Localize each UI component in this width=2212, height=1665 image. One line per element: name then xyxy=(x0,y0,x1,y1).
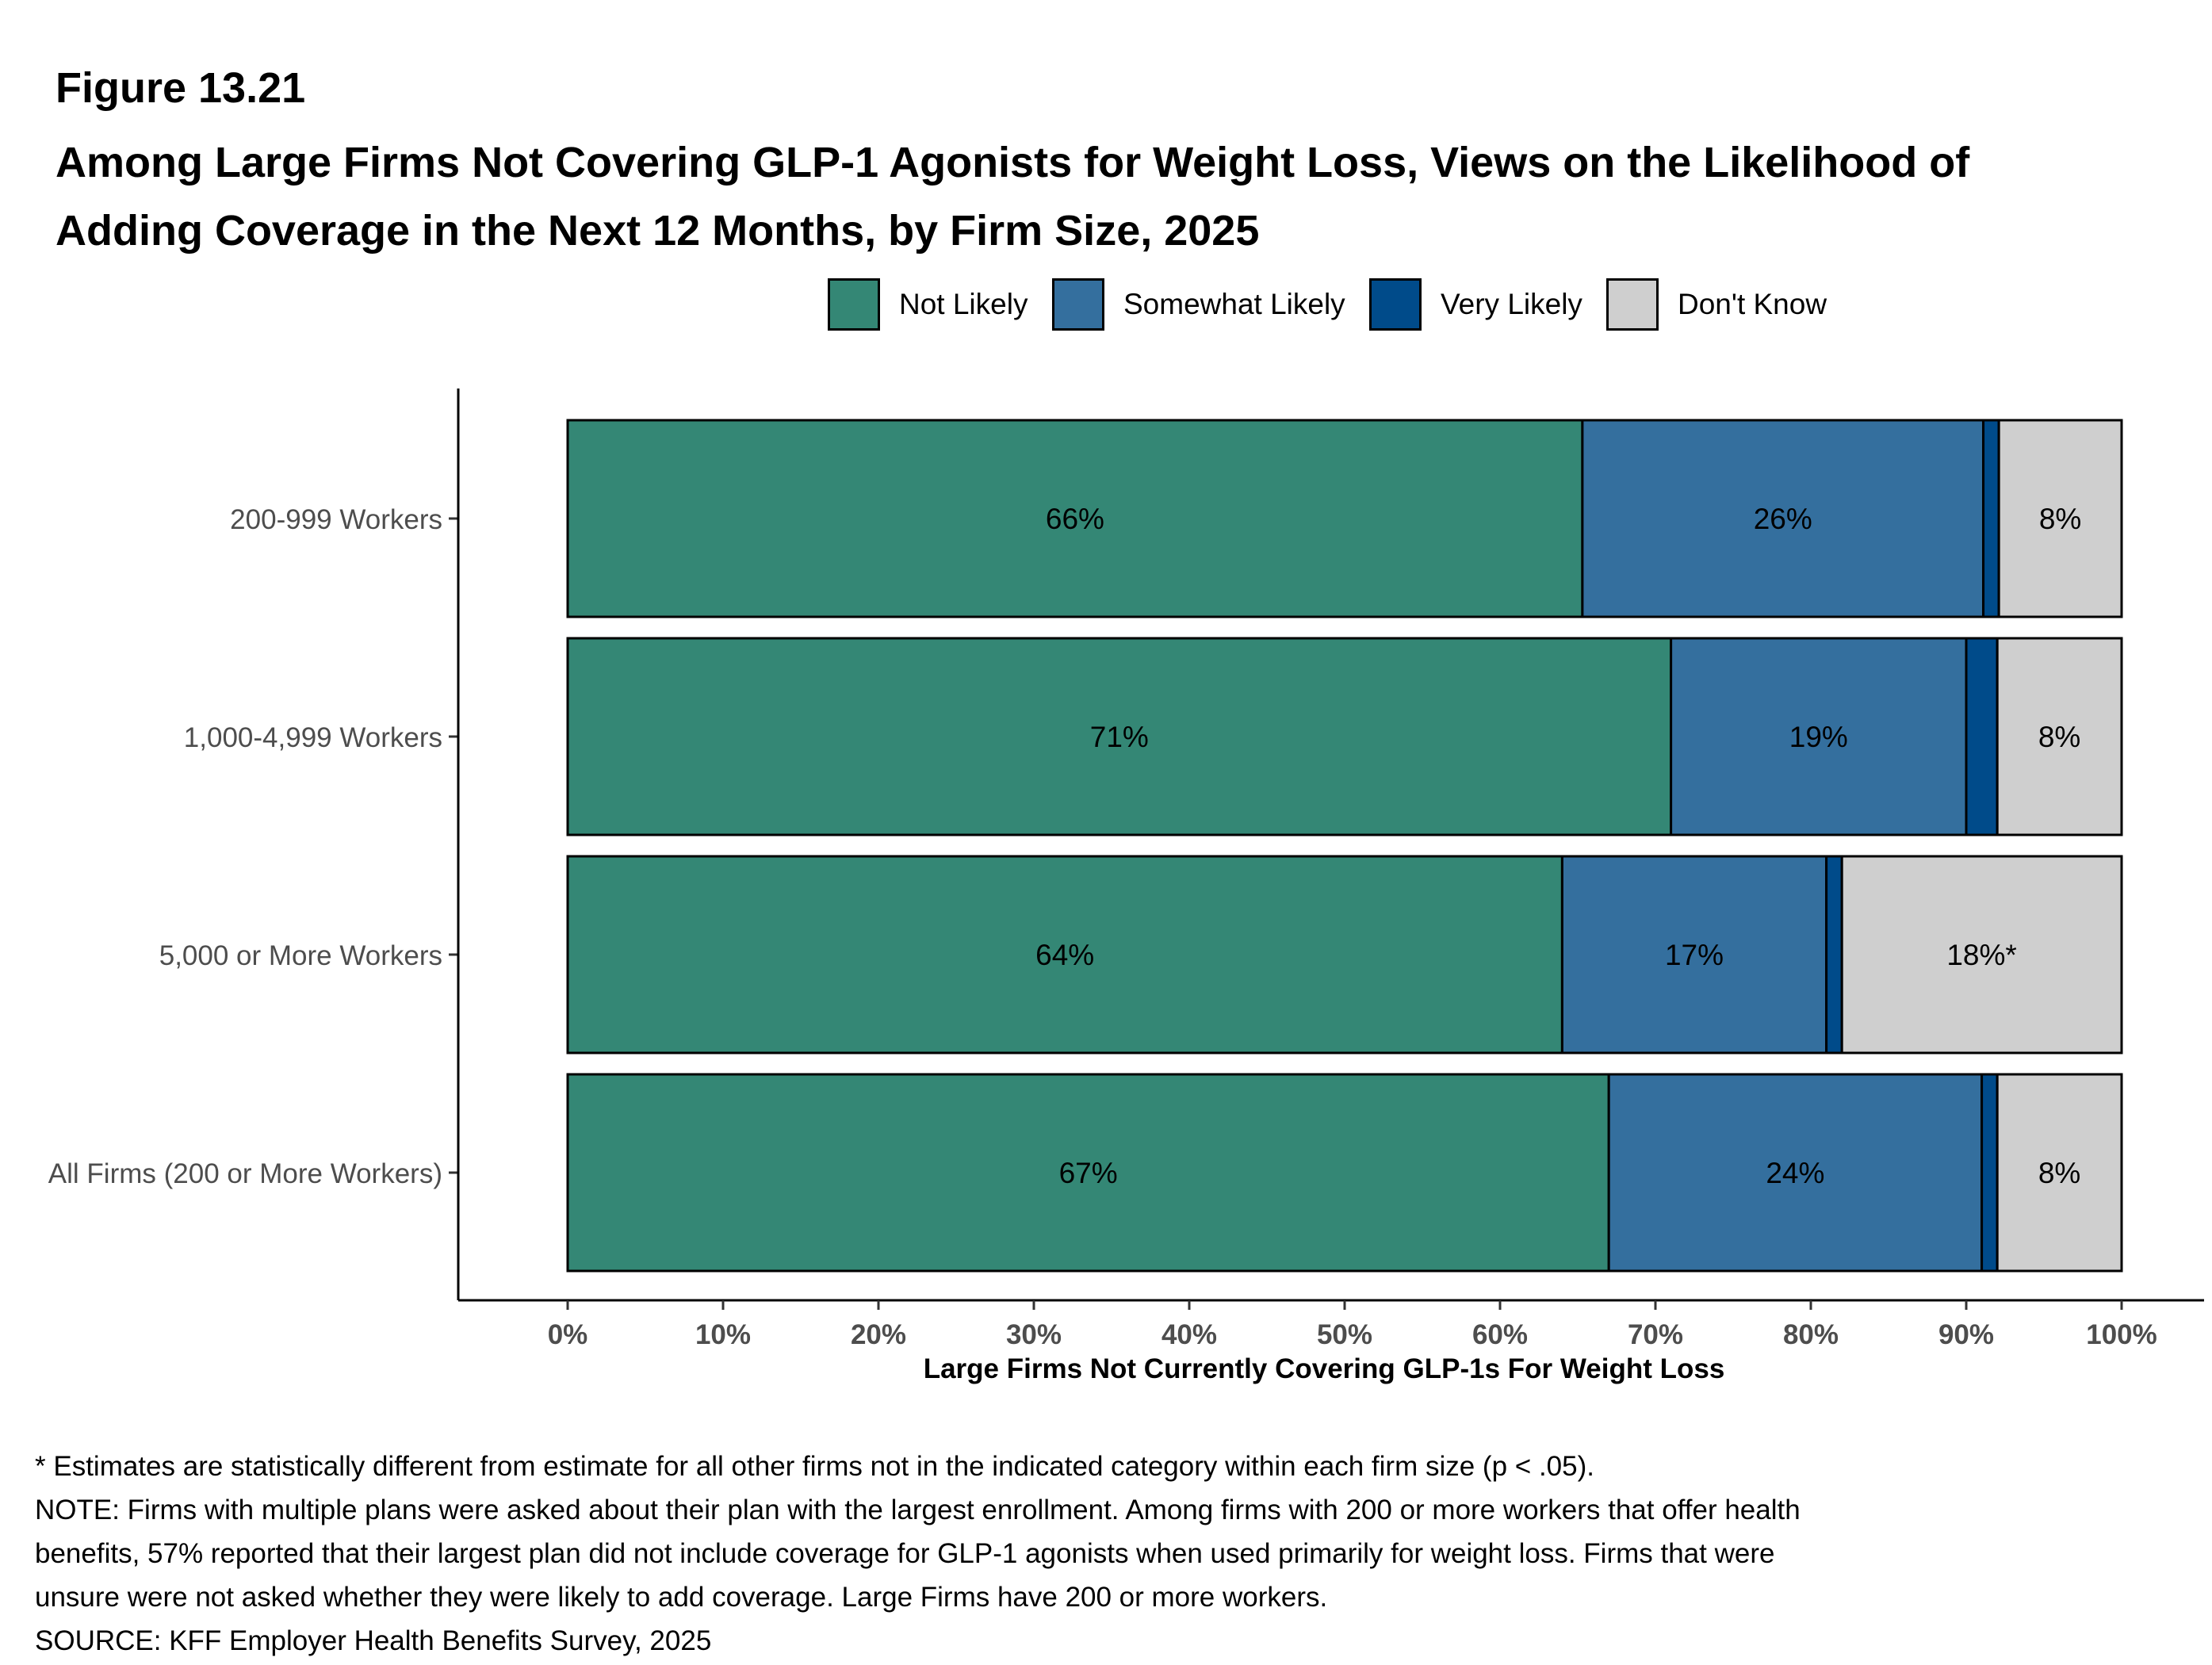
bar-don-t-know-all-firms-200-or-more-workers xyxy=(1996,1073,2123,1273)
bar-not-likely-200-999-workers xyxy=(566,419,1584,618)
x-tick-label: 60% xyxy=(1472,1319,1528,1350)
legend-swatch-not-likely xyxy=(828,278,880,331)
data-label-somewhat-likely-200-999-workers: 26% xyxy=(1754,503,1812,535)
bar-very-likely-200-999-workers xyxy=(1982,419,2000,618)
chart-title: Among Large Firms Not Covering GLP-1 Ago… xyxy=(55,128,2164,265)
chart-legend: Not Likely Somewhat Likely Very Likely D… xyxy=(0,276,2212,333)
bar-somewhat-likely-all-firms-200-or-more-workers xyxy=(1607,1073,1984,1273)
y-tick-label: 5,000 or More Workers xyxy=(159,940,442,971)
bar-don-t-know-1-000-4-999-workers xyxy=(1996,637,2123,836)
x-tick-label: 50% xyxy=(1317,1319,1372,1350)
legend-swatch-somewhat-likely xyxy=(1052,278,1104,331)
data-label-somewhat-likely-1-000-4-999-workers: 19% xyxy=(1789,721,1848,753)
bar-somewhat-likely-1-000-4-999-workers xyxy=(1670,637,1968,836)
bar-very-likely-all-firms-200-or-more-workers xyxy=(1980,1073,1999,1273)
legend-label-somewhat-likely: Somewhat Likely xyxy=(1123,288,1345,320)
bar-very-likely-5-000-or-more-workers xyxy=(1825,855,1843,1054)
bars-layer: 66% 26% 8% 71% 19% 8% 64% 17% 18%* 67% 24% 8% xyxy=(566,419,2123,1273)
data-label-not-likely-all-firms-200-or-more-workers: 67% xyxy=(1059,1157,1118,1189)
legend-item-somewhat-likely: Somewhat Likely xyxy=(1052,276,1345,333)
data-label-not-likely-1-000-4-999-workers: 71% xyxy=(1090,721,1149,753)
bar-not-likely-5-000-or-more-workers xyxy=(566,855,1563,1054)
bar-don-t-know-5-000-or-more-workers xyxy=(1840,855,2123,1054)
x-axis-title: Large Firms Not Currently Covering GLP-1… xyxy=(924,1353,1725,1384)
bar-not-likely-1-000-4-999-workers xyxy=(566,637,1673,836)
data-label-don-t-know-5-000-or-more-workers: 18%* xyxy=(1946,939,2016,971)
bar-somewhat-likely-5-000-or-more-workers xyxy=(1560,855,1828,1054)
bar-somewhat-likely-200-999-workers xyxy=(1581,419,1985,618)
data-label-not-likely-200-999-workers: 66% xyxy=(1046,503,1104,535)
footnote-source: SOURCE: KFF Employer Health Benefits Sur… xyxy=(35,1625,712,1656)
y-tick-label: 1,000-4,999 Workers xyxy=(184,722,442,753)
legend-item-very-likely: Very Likely xyxy=(1369,276,1582,333)
data-label-don-t-know-200-999-workers: 8% xyxy=(2039,503,2081,535)
footnote-note-line-3: unsure were not asked whether they were … xyxy=(35,1582,1328,1613)
data-label-don-t-know-1-000-4-999-workers: 8% xyxy=(2038,721,2080,753)
x-tick-label: 20% xyxy=(851,1319,906,1350)
legend-label-very-likely: Very Likely xyxy=(1441,288,1582,320)
data-label-not-likely-5-000-or-more-workers: 64% xyxy=(1035,939,1094,971)
x-tick-label: 100% xyxy=(2086,1319,2157,1350)
chart-title-line-2: Adding Coverage in the Next 12 Months, b… xyxy=(55,207,1260,255)
x-tick-label: 70% xyxy=(1628,1319,1683,1350)
legend-swatch-dont-know xyxy=(1606,278,1659,331)
axes-layer: 200-999 Workers 1,000-4,999 Workers 5,000 … xyxy=(48,388,2204,1350)
x-tick-label: 40% xyxy=(1161,1319,1217,1350)
legend-label-dont-know: Don't Know xyxy=(1678,288,1827,320)
bar-not-likely-all-firms-200-or-more-workers xyxy=(566,1073,1610,1273)
x-tick-label: 0% xyxy=(548,1319,588,1350)
bar-very-likely-1-000-4-999-workers xyxy=(1965,637,1999,836)
y-tick-label: 200-999 Workers xyxy=(230,504,442,535)
x-tick-label: 80% xyxy=(1783,1319,1839,1350)
legend-swatch-very-likely xyxy=(1369,278,1422,331)
footnote-note-line-2: benefits, 57% reported that their larges… xyxy=(35,1538,1775,1569)
data-label-somewhat-likely-5-000-or-more-workers: 17% xyxy=(1665,939,1724,971)
legend-label-not-likely: Not Likely xyxy=(899,288,1028,320)
bar-don-t-know-200-999-workers xyxy=(1997,419,2123,618)
x-tick-label: 10% xyxy=(695,1319,751,1350)
legend-item-not-likely: Not Likely xyxy=(828,276,1028,333)
data-label-somewhat-likely-all-firms-200-or-more-workers: 24% xyxy=(1766,1157,1824,1189)
legend-item-dont-know: Don't Know xyxy=(1606,276,1827,333)
y-tick-label: All Firms (200 or More Workers) xyxy=(48,1158,442,1189)
data-label-don-t-know-all-firms-200-or-more-workers: 8% xyxy=(2038,1157,2080,1189)
figure-label: Figure 13.21 xyxy=(55,64,306,112)
footnote-significance: * Estimates are statistically different … xyxy=(35,1451,1594,1482)
x-tick-label: 90% xyxy=(1938,1319,1994,1350)
chart-title-line-1: Among Large Firms Not Covering GLP-1 Ago… xyxy=(55,139,1970,186)
x-tick-label: 30% xyxy=(1006,1319,1062,1350)
footnote-note-line-1: NOTE: Firms with multiple plans were ask… xyxy=(35,1495,1801,1525)
chart-footer: * Estimates are statistically different … xyxy=(35,1445,2176,1663)
